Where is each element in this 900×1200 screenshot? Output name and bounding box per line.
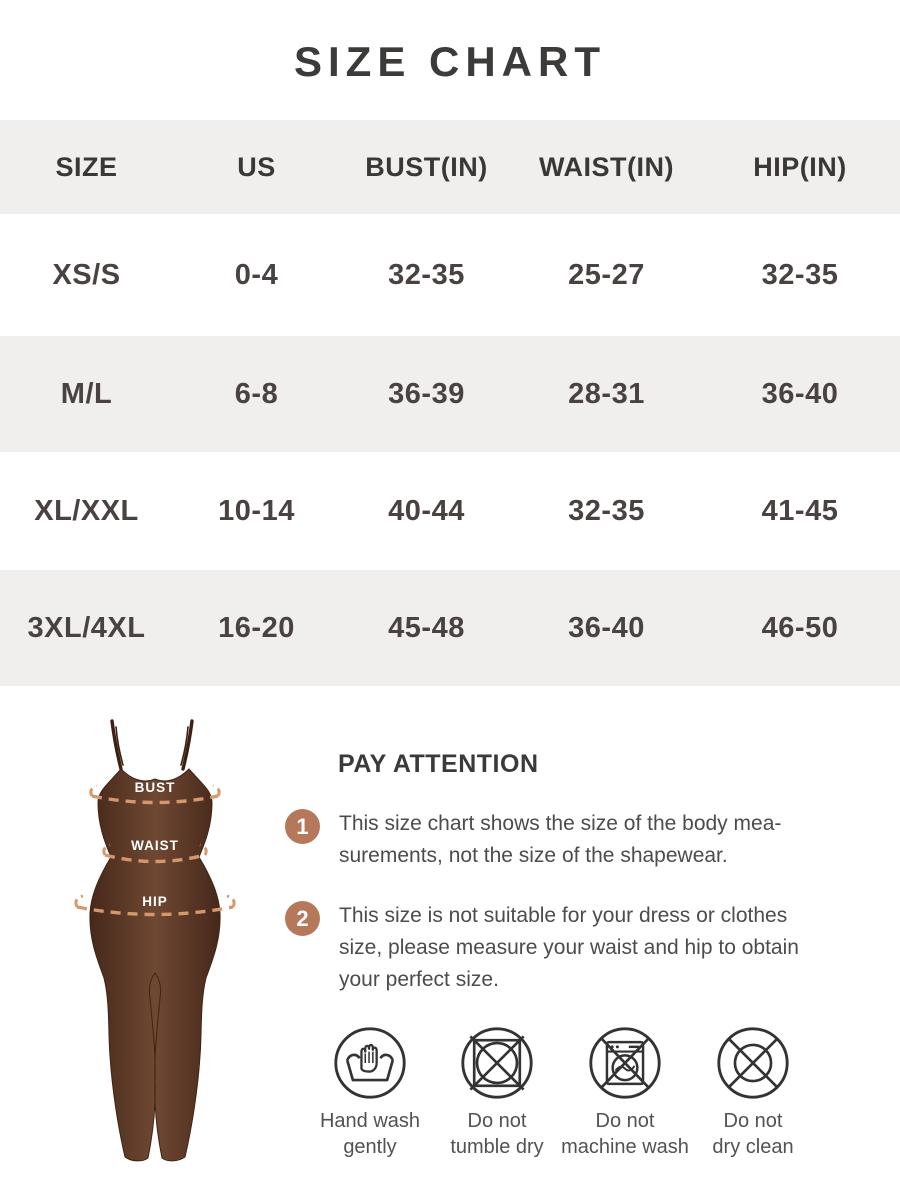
no-tumble-dry-icon — [461, 1027, 533, 1099]
cell-waist: 36-40 — [568, 611, 645, 644]
bust-label: BUST — [135, 780, 176, 795]
attention-note-2: 2 This size is not suitable for your dre… — [285, 900, 799, 996]
care-item-no-dry-clean: Do not dry clean — [678, 1025, 828, 1160]
cell-size: XL/XXL — [34, 494, 139, 527]
column-header-us: US — [237, 151, 276, 182]
body-silhouette — [89, 768, 221, 1162]
care-label: Do not tumble dry — [450, 1110, 544, 1158]
cell-bust: 40-44 — [388, 494, 465, 527]
cell-bust: 32-35 — [388, 258, 465, 291]
care-label: Do not machine wash — [561, 1110, 689, 1158]
hand-wash-icon — [334, 1027, 406, 1099]
left-strap — [110, 719, 123, 771]
page-title: SIZE CHART — [294, 38, 606, 85]
cell-hip: 32-35 — [761, 258, 839, 291]
shapewear-figure: BUST WAIST HIP — [74, 715, 236, 1170]
hip-measure-line — [76, 905, 234, 917]
cell-waist: 25-27 — [568, 258, 645, 291]
no-dry-clean-icon — [717, 1027, 789, 1099]
waist-measure-line — [104, 853, 206, 864]
attention-note-1: 1 This size chart shows the size of the … — [285, 808, 781, 872]
note-text: This size chart shows the size of the bo… — [339, 812, 782, 867]
cell-size: 3XL/4XL — [27, 611, 146, 644]
care-label: Hand wash gently — [319, 1110, 421, 1158]
right-strap — [181, 719, 194, 771]
number-badge-1: 1 — [285, 809, 320, 844]
cell-bust: 36-39 — [388, 377, 465, 410]
column-header-hip: HIP(IN) — [753, 151, 847, 182]
table-header-row: SIZE US BUST(IN) WAIST(IN) HIP(IN) — [0, 120, 900, 214]
column-header-size: SIZE — [55, 151, 118, 182]
cell-hip: 46-50 — [761, 611, 839, 644]
shapewear-body-illustration: BUST WAIST HIP — [74, 719, 236, 1162]
care-item-no-machine-wash: Do not machine wash — [550, 1025, 700, 1160]
table-row: XS/S 0-4 32-35 25-27 32-35 — [0, 214, 900, 336]
cell-hip: 36-40 — [761, 377, 839, 410]
number-badge-2: 2 — [285, 901, 320, 936]
cell-bust: 45-48 — [388, 611, 465, 644]
cell-us: 10-14 — [218, 494, 295, 527]
note-text: This size is not suitable for your dress… — [339, 904, 799, 991]
cell-waist: 32-35 — [568, 494, 645, 527]
care-item-no-tumble-dry: Do not tumble dry — [422, 1025, 572, 1160]
table-row: M/L 6-8 36-39 28-31 36-40 — [0, 336, 900, 452]
cell-us: 16-20 — [218, 611, 295, 644]
hip-label: HIP — [142, 894, 168, 909]
care-label: Do not dry clean — [712, 1110, 794, 1158]
pay-attention-heading: PAY ATTENTION — [338, 750, 539, 778]
column-header-waist: WAIST(IN) — [539, 151, 674, 182]
cell-us: 6-8 — [234, 377, 279, 410]
size-table: SIZE US BUST(IN) WAIST(IN) HIP(IN) XS/S … — [0, 120, 900, 686]
cell-size: M/L — [60, 377, 113, 410]
table-row: XL/XXL 10-14 40-44 32-35 41-45 — [0, 452, 900, 570]
cell-size: XS/S — [52, 258, 121, 291]
cell-us: 0-4 — [234, 258, 279, 291]
care-item-hand-wash: Hand wash gently — [295, 1025, 445, 1160]
no-machine-wash-icon — [589, 1027, 661, 1099]
cell-waist: 28-31 — [568, 377, 645, 410]
table-row: 3XL/4XL 16-20 45-48 36-40 46-50 — [0, 570, 900, 686]
column-header-bust: BUST(IN) — [365, 151, 488, 182]
cell-hip: 41-45 — [761, 494, 839, 527]
waist-label: WAIST — [131, 838, 179, 853]
